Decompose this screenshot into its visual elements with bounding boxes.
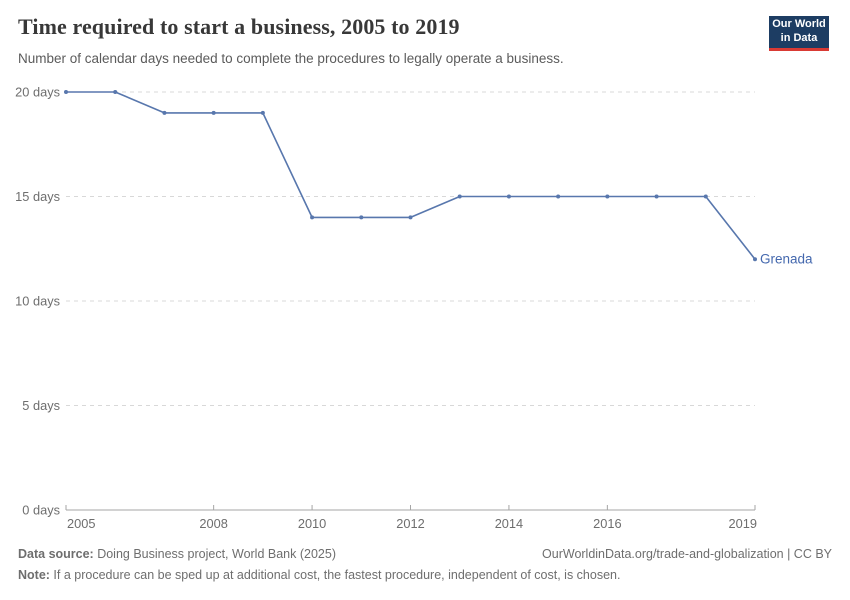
x-axis-label: 2010 (298, 516, 326, 531)
y-axis-label: 20 days (15, 85, 60, 100)
y-axis-label: 15 days (15, 189, 60, 204)
footer-note: Note: If a procedure can be sped up at a… (18, 568, 832, 582)
chart-title: Time required to start a business, 2005 … (18, 14, 460, 39)
x-axis-label: 2019 (729, 516, 757, 531)
data-point (113, 90, 118, 94)
data-point (260, 110, 265, 115)
series-line-grenada (66, 91, 756, 260)
data-source-text: Doing Business project, World Bank (2025… (93, 547, 336, 561)
x-axis-label: 2008 (199, 516, 227, 531)
data-point (654, 194, 659, 199)
x-axis-label: 2014 (495, 516, 523, 531)
owid-logo: Our World in Data (769, 16, 829, 51)
note-text: If a procedure can be sped up at additio… (49, 568, 621, 582)
chart-subtitle: Number of calendar days needed to comple… (18, 51, 564, 66)
data-point (506, 194, 511, 199)
data-point (457, 194, 462, 199)
data-point (211, 110, 216, 115)
y-axis-label: 10 days (15, 294, 60, 309)
data-source: Data source: Doing Business project, Wor… (18, 547, 336, 561)
data-point (703, 194, 708, 199)
owid-logo-line2: in Data (780, 32, 818, 44)
entity-label-grenada: Grenada (760, 252, 813, 267)
x-axis-label: 2016 (593, 516, 621, 531)
data-point (359, 215, 364, 220)
x-axis-label: 2012 (396, 516, 424, 531)
owid-link[interactable]: OurWorldinData.org/trade-and-globalizati… (542, 547, 832, 561)
y-axis-label: 5 days (22, 398, 60, 413)
owid-logo-line1: Our World (772, 18, 826, 31)
data-source-label: Data source: (18, 547, 94, 561)
data-point (64, 90, 68, 94)
data-point (753, 257, 757, 262)
footer: Data source: Doing Business project, Wor… (18, 547, 832, 561)
data-point (605, 194, 610, 199)
data-point (310, 215, 315, 220)
x-axis-label: 2005 (67, 516, 95, 531)
data-point (556, 194, 561, 199)
y-axis-label: 0 days (22, 503, 60, 518)
data-point (408, 215, 413, 220)
note-label: Note: (18, 568, 50, 582)
data-point (162, 110, 167, 115)
line-chart: 0 days 5 days 10 days 15 days 20 days 2005 200… (15, 85, 813, 532)
